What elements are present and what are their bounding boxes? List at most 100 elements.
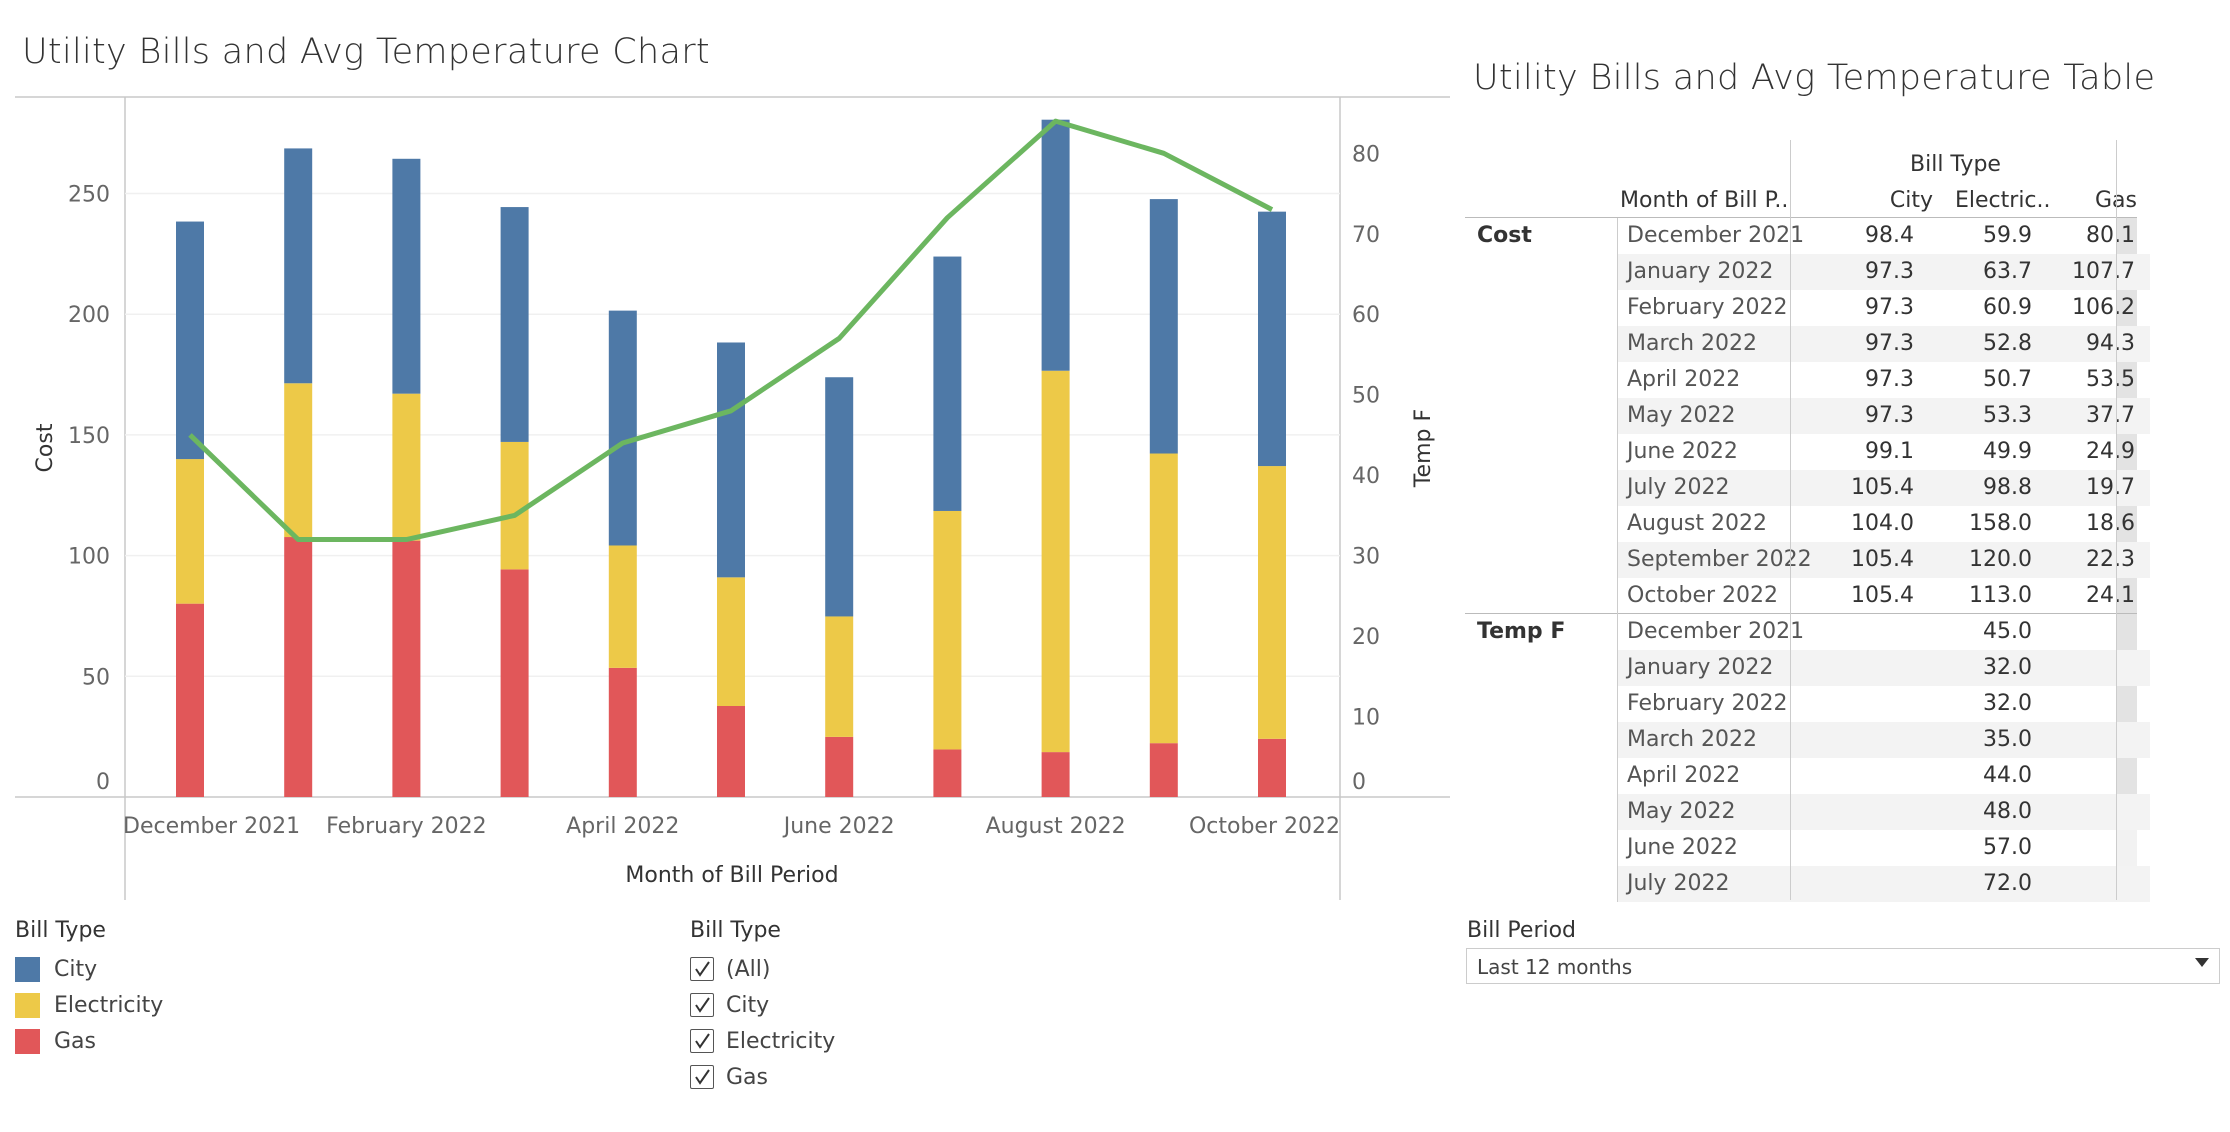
crosstab-table[interactable]: Bill Type Month of Bill P.. City Electri… — [1465, 140, 2150, 902]
table-row: August 2022 104.0 158.0 18.6 — [1617, 506, 2150, 542]
table-row: February 2022 32.0 — [1617, 686, 2150, 722]
legend-item-electricity[interactable]: Electricity — [15, 987, 163, 1023]
table-row: May 2022 97.3 53.3 37.7 — [1617, 398, 2150, 434]
bar-gas-3[interactable] — [500, 569, 529, 797]
cell-city: 97.3 — [1865, 331, 1914, 356]
filter-option-all[interactable]: (All) — [690, 951, 835, 987]
x-tick-label: April 2022 — [566, 814, 679, 839]
bar-gas-5[interactable] — [717, 706, 745, 797]
y-axis: 0 50 100 150 200 250 — [68, 183, 110, 795]
bar-city-7[interactable] — [933, 256, 962, 511]
y-tick-label: 0 — [96, 770, 110, 795]
table-row: January 2022 97.3 63.7 107.7 — [1617, 254, 2150, 290]
cell-electricity: 53.3 — [1983, 403, 2032, 428]
bar-electricity-3[interactable] — [500, 441, 529, 570]
combo-chart[interactable]: 0 50 100 150 200 250 0 10 20 30 40 50 60 70 80 Decemb… — [0, 0, 1460, 910]
legend-item-gas[interactable]: Gas — [15, 1023, 163, 1059]
bar-gas-1[interactable] — [284, 537, 313, 797]
bill-type-filter: Bill Type (All) City Electricity Gas — [690, 918, 835, 1095]
bar-city-4[interactable] — [608, 310, 637, 546]
y2-tick-label: 80 — [1352, 142, 1380, 167]
table-row: December 2021 45.0 — [1617, 614, 2150, 650]
cell-gas: 22.3 — [2086, 547, 2135, 572]
bar-electricity-0[interactable] — [176, 459, 204, 604]
bar-city-2[interactable] — [392, 158, 421, 394]
x-tick-label: February 2022 — [326, 814, 486, 839]
row-group-temp: Temp F — [1477, 619, 1566, 644]
bar-electricity-6[interactable] — [825, 616, 854, 737]
bar-gas-4[interactable] — [608, 667, 637, 797]
dropdown-arrow-icon[interactable] — [2195, 958, 2209, 967]
y2-tick-label: 70 — [1352, 223, 1380, 248]
temp-line[interactable] — [188, 118, 1274, 543]
bar-electricity-9[interactable] — [1149, 453, 1178, 744]
cell-gas: 107.7 — [2072, 259, 2135, 284]
cell-temp: 32.0 — [1983, 691, 2032, 716]
table-row: June 2022 99.1 49.9 24.9 — [1617, 434, 2150, 470]
row-header: Month of Bill P.. — [1620, 188, 1789, 213]
table-row: March 2022 35.0 — [1617, 722, 2150, 758]
x-tick-label: October 2022 — [1189, 814, 1340, 839]
row-month: April 2022 — [1627, 367, 1741, 392]
bar-electricity-1[interactable] — [284, 383, 313, 538]
cell-gas: 24.1 — [2086, 583, 2135, 608]
legend-swatch-city — [15, 956, 40, 982]
bar-electricity-5[interactable] — [717, 577, 745, 706]
table-row: July 2022 105.4 98.8 19.7 — [1617, 470, 2150, 506]
bar-city-1[interactable] — [284, 148, 313, 384]
cell-gas: 19.7 — [2086, 475, 2135, 500]
bill-period-title: Bill Period — [1467, 918, 1577, 943]
column-group-header: Bill Type — [1910, 152, 2001, 177]
checkbox-checked-icon[interactable] — [690, 1029, 714, 1053]
bill-period-dropdown[interactable]: Last 12 months — [1466, 948, 2220, 984]
filter-option-label: Electricity — [726, 1028, 836, 1054]
legend-label: Gas — [54, 1028, 96, 1054]
bar-city-0[interactable] — [176, 221, 204, 460]
chart-title: Utility Bills and Avg Temperature Chart — [22, 32, 710, 72]
bar-gas-7[interactable] — [933, 749, 962, 797]
legend-item-city[interactable]: City — [15, 951, 163, 987]
row-month: August 2022 — [1627, 511, 1767, 536]
checkbox-checked-icon[interactable] — [690, 1065, 714, 1089]
bar-city-3[interactable] — [500, 207, 529, 442]
bar-electricity-4[interactable] — [608, 545, 637, 668]
cell-electricity: 60.9 — [1983, 295, 2032, 320]
bar-city-6[interactable] — [825, 377, 854, 617]
row-month: February 2022 — [1627, 295, 1788, 320]
group-separator — [1465, 217, 2137, 218]
bar-electricity-8[interactable] — [1041, 370, 1070, 753]
checkbox-checked-icon[interactable] — [690, 993, 714, 1017]
bar-gas-2[interactable] — [392, 540, 421, 797]
bar-city-10[interactable] — [1258, 211, 1286, 467]
x-tick-label: December 2021 — [123, 814, 300, 839]
bar-city-9[interactable] — [1149, 199, 1178, 454]
cell-city: 97.3 — [1865, 367, 1914, 392]
row-month: February 2022 — [1627, 691, 1788, 716]
bar-gas-8[interactable] — [1041, 752, 1070, 797]
row-month: March 2022 — [1627, 331, 1758, 356]
bar-city-5[interactable] — [717, 342, 745, 578]
bar-gas-9[interactable] — [1149, 743, 1178, 797]
filter-option-gas[interactable]: Gas — [690, 1059, 835, 1095]
row-month: July 2022 — [1627, 475, 1730, 500]
checkbox-checked-icon[interactable] — [690, 957, 714, 981]
bar-electricity-10[interactable] — [1258, 466, 1286, 739]
legend-label: Electricity — [54, 992, 164, 1018]
bar-gas-10[interactable] — [1258, 738, 1286, 797]
filter-option-city[interactable]: City — [690, 987, 835, 1023]
x-axis: December 2021 February 2022 April 2022 June… — [123, 814, 1340, 839]
filter-option-label: Gas — [726, 1064, 768, 1090]
bar-electricity-7[interactable] — [933, 510, 962, 750]
cell-city: 105.4 — [1851, 475, 1914, 500]
bar-city-8[interactable] — [1041, 119, 1070, 371]
column-header-city: City — [1889, 188, 1933, 213]
bar-gas-0[interactable] — [176, 603, 204, 797]
row-month: October 2022 — [1627, 583, 1779, 608]
cell-gas: 106.2 — [2072, 295, 2135, 320]
column-header-electricity: Electric.. — [1955, 188, 2051, 213]
row-month: April 2022 — [1627, 763, 1741, 788]
cell-electricity: 50.7 — [1983, 367, 2032, 392]
bar-gas-6[interactable] — [825, 736, 854, 797]
filter-option-electricity[interactable]: Electricity — [690, 1023, 835, 1059]
bar-electricity-2[interactable] — [392, 393, 421, 541]
